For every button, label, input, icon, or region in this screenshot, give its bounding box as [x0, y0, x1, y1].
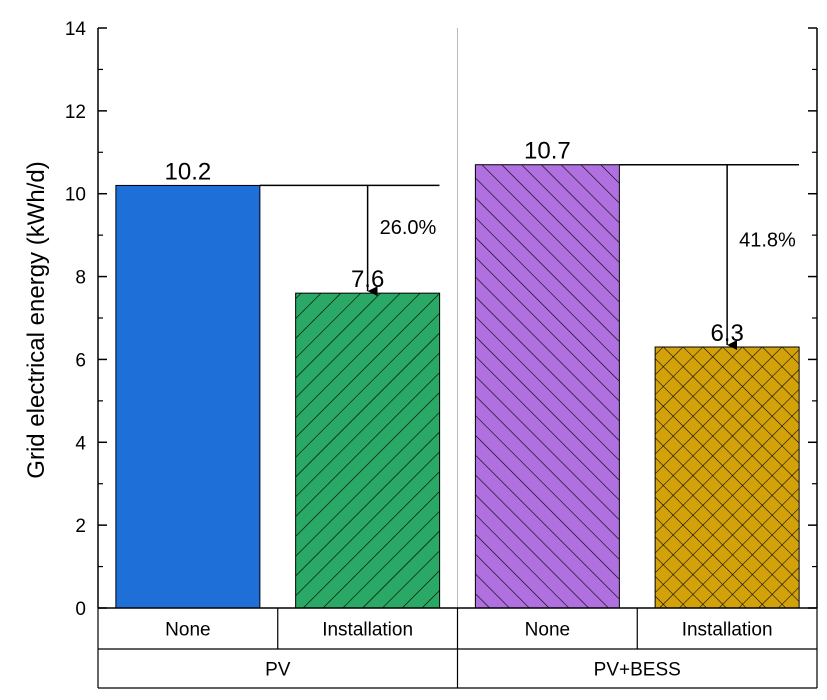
category-label: Installation	[322, 620, 413, 641]
category-label: None	[525, 620, 570, 641]
category-label: Installation	[682, 620, 773, 641]
y-tick-label: 14	[65, 19, 87, 40]
y-tick-label: 6	[75, 350, 86, 371]
group-label: PV	[265, 660, 291, 681]
y-tick-label: 2	[75, 516, 86, 537]
reduction-percent-label: 41.8%	[739, 230, 796, 252]
bar-value-label: 10.2	[165, 158, 212, 185]
reduction-percent-label: 26.0%	[380, 217, 437, 239]
bar-pv-bess-none	[474, 164, 620, 609]
y-axis-label: Grid electrical energy (kWh/d)	[23, 161, 50, 478]
bar-pv-bess-installation	[654, 346, 800, 609]
y-tick-label: 4	[75, 433, 86, 454]
plot-area: 10.27.626.0%None InstallationPV10.76.341.…	[65, 19, 818, 689]
y-tick-label: 8	[75, 268, 86, 289]
bar-pv-installation	[295, 292, 441, 609]
y-tick-label: 0	[75, 599, 86, 620]
group-label: PV+BESS	[594, 660, 681, 681]
y-tick-label: 10	[65, 185, 86, 206]
bar-value-label: 10.7	[524, 138, 571, 165]
bar-pv-none	[115, 184, 261, 609]
category-label: None	[165, 620, 210, 641]
y-tick-label: 12	[65, 102, 86, 123]
